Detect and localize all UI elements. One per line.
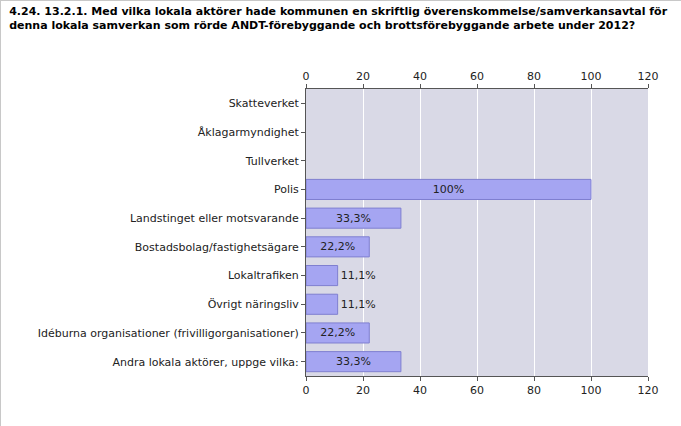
svg-text:Åklagarmyndighet: Åklagarmyndighet — [198, 126, 300, 139]
svg-text:Landstinget eller motsvarande: Landstinget eller motsvarande — [130, 212, 299, 225]
svg-text:11,1%: 11,1% — [341, 298, 376, 311]
svg-text:100%: 100% — [433, 183, 464, 196]
svg-text:Tullverket: Tullverket — [245, 155, 300, 168]
svg-text:40: 40 — [413, 384, 427, 397]
svg-text:4.24. 13.2.1. Med vilka lokala: 4.24. 13.2.1. Med vilka lokala aktörer h… — [9, 5, 668, 32]
svg-text:Skatteverket: Skatteverket — [229, 97, 300, 110]
svg-text:33,3%: 33,3% — [336, 355, 371, 368]
svg-text:120: 120 — [638, 384, 659, 397]
svg-text:Lokaltrafiken: Lokaltrafiken — [228, 269, 299, 282]
svg-text:Övrigt näringsliv: Övrigt näringsliv — [208, 298, 300, 311]
svg-text:20: 20 — [356, 70, 370, 83]
svg-text:40: 40 — [413, 70, 427, 83]
svg-text:Polis: Polis — [274, 183, 299, 196]
svg-text:100: 100 — [581, 70, 602, 83]
svg-text:33,3%: 33,3% — [336, 212, 371, 225]
svg-text:100: 100 — [581, 384, 602, 397]
svg-text:11,1%: 11,1% — [341, 269, 376, 282]
svg-text:20: 20 — [356, 384, 370, 397]
svg-text:0: 0 — [303, 384, 310, 397]
svg-text:120: 120 — [638, 70, 659, 83]
svg-text:60: 60 — [470, 384, 484, 397]
svg-text:Andra lokala aktörer, uppge vi: Andra lokala aktörer, uppge vilka: — [112, 356, 298, 369]
svg-text:60: 60 — [470, 70, 484, 83]
svg-text:Idéburna organisationer (frivi: Idéburna organisationer (frivilligorgani… — [38, 327, 299, 340]
svg-text:0: 0 — [303, 70, 310, 83]
svg-text:22,2%: 22,2% — [320, 240, 355, 253]
svg-text:80: 80 — [527, 70, 541, 83]
svg-text:Bostadsbolag/fastighetsägare: Bostadsbolag/fastighetsägare — [135, 241, 299, 254]
svg-text:22,2%: 22,2% — [320, 326, 355, 339]
svg-text:80: 80 — [527, 384, 541, 397]
